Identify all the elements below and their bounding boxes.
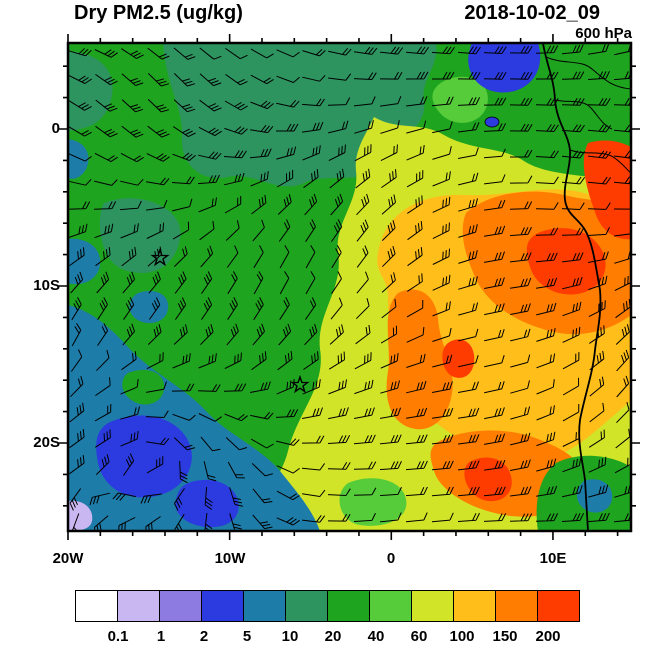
plot-title: Dry PM2.5 (ug/kg)	[74, 2, 243, 24]
contour-region	[68, 238, 101, 285]
colorbar-box	[537, 590, 580, 622]
contour-region	[68, 500, 93, 531]
colorbar-tick-label: 150	[492, 628, 518, 645]
colorbar-box	[75, 590, 118, 622]
colorbar-tick-label: 1	[156, 628, 166, 645]
colorbar-tick-label: 10	[281, 628, 299, 645]
coastline-path	[542, 43, 602, 531]
star-marker	[290, 374, 310, 394]
contour-region	[122, 369, 165, 405]
colorbar: 0.1 1 2 5 10 20 40 60 100 150 200	[75, 590, 593, 650]
map-plot	[59, 34, 640, 540]
colorbar-labels: 0.1 1 2 5 10 20 40 60 100 150 200	[75, 628, 593, 648]
contour-region	[68, 51, 113, 131]
plot-frame	[66, 41, 633, 533]
colorbar-box	[285, 590, 328, 622]
colorbar-box	[159, 590, 202, 622]
station-markers	[150, 247, 310, 394]
colorbar-box	[453, 590, 496, 622]
contour-region	[175, 479, 239, 528]
x-tick-label-10w: 10W	[214, 550, 246, 567]
lake	[484, 116, 500, 128]
star-marker	[150, 247, 170, 267]
contour-region	[386, 289, 453, 430]
axis-ticks	[59, 34, 640, 540]
colorbar-tick-label: 2	[199, 628, 209, 645]
contour-region	[129, 290, 169, 324]
wind-barbs	[68, 43, 631, 531]
colorbar-tick-label: 200	[535, 628, 561, 645]
colorbar-box	[327, 590, 370, 622]
contour-region	[68, 139, 89, 179]
x-tick-label-20w: 20W	[52, 550, 84, 567]
colorbar-tick-label: 40	[367, 628, 385, 645]
border-line	[545, 56, 631, 90]
colorbar-box	[495, 590, 538, 622]
colorbar-tick-label: 5	[242, 628, 252, 645]
pressure-level-label: 600 hPa	[575, 25, 632, 42]
colorbar-tick-label: 0.1	[107, 628, 129, 645]
y-tick-label-10s: 10S	[33, 277, 60, 294]
contour-region	[468, 43, 541, 93]
x-tick-label-0: 0	[386, 550, 396, 567]
colorbar-tick-label: 20	[324, 628, 342, 645]
colorbar-box	[117, 590, 160, 622]
contour-region	[99, 198, 181, 274]
border-line	[554, 99, 613, 130]
y-tick-label-20s: 20S	[33, 434, 60, 451]
valid-time-label: 2018-10-02_09	[464, 2, 600, 24]
tick-marks	[59, 34, 640, 540]
colorbar-box	[369, 590, 412, 622]
colorbar-box	[411, 590, 454, 622]
y-tick-label-0: 0	[51, 120, 60, 137]
colorbar-box	[243, 590, 286, 622]
colorbar-box	[201, 590, 244, 622]
colorbar-tick-label: 60	[410, 628, 428, 645]
colorbar-tick-label: 100	[449, 628, 475, 645]
contour-region	[583, 140, 631, 240]
contour-region	[339, 478, 407, 526]
contour-region	[442, 339, 475, 378]
x-tick-label-10e: 10E	[539, 550, 567, 567]
contour-region	[432, 76, 488, 123]
contour-region	[96, 415, 192, 498]
colorbar-boxes	[75, 590, 593, 622]
wind-barb-glyphs	[68, 43, 631, 531]
